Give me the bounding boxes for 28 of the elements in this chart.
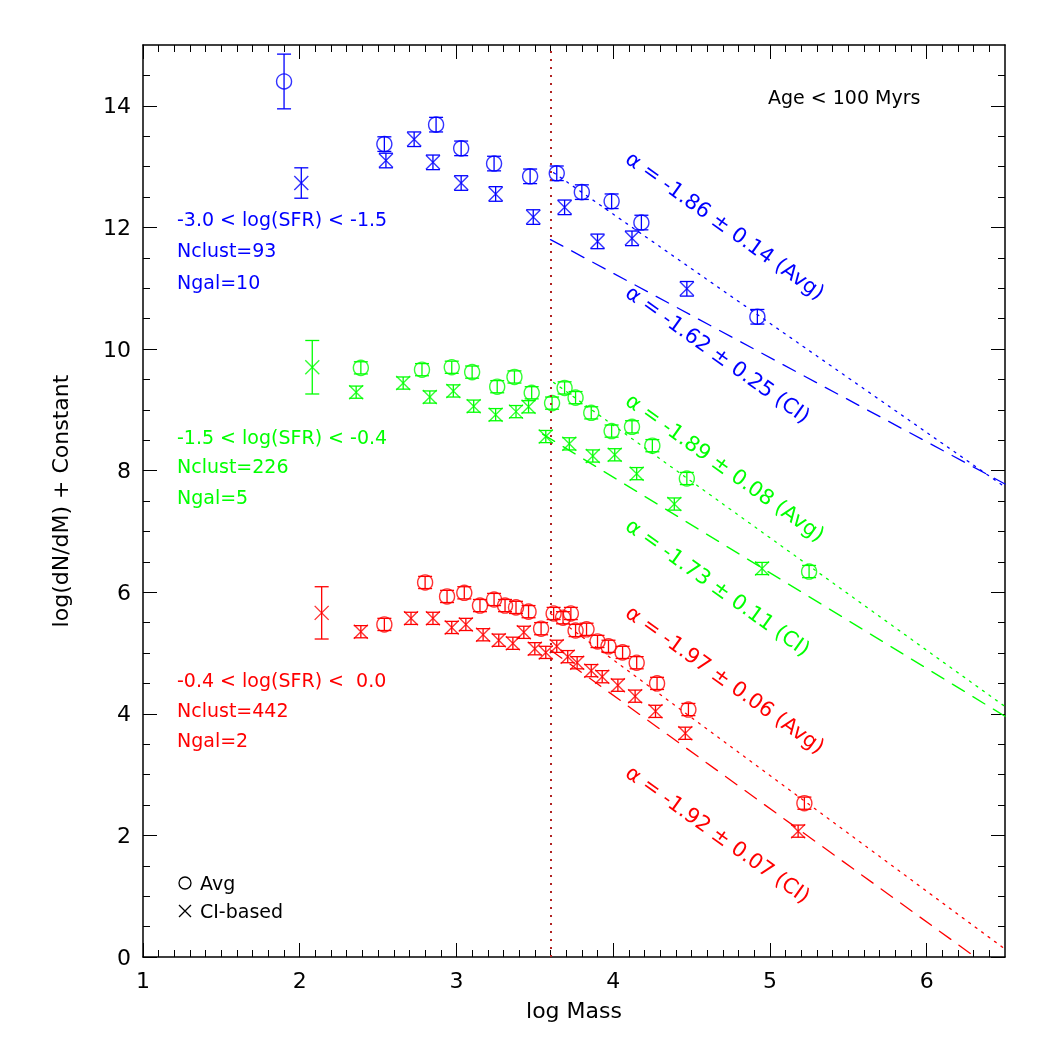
x-tick-label: 4 <box>606 967 621 993</box>
annotation: Nclust=442 <box>177 699 289 721</box>
annotation: Nclust=226 <box>177 455 289 477</box>
x-axis-title: log Mass <box>526 997 622 1023</box>
annotation: Age < 100 Myrs <box>768 86 921 108</box>
y-tick-label: 4 <box>117 701 131 727</box>
y-tick-label: 14 <box>103 93 131 119</box>
y-tick-label: 0 <box>117 944 131 970</box>
x-tick-label: 3 <box>449 967 464 993</box>
x-tick-label: 1 <box>136 967 150 993</box>
annotation: -0.4 < log(SFR) < 0.0 <box>177 669 387 691</box>
y-tick-label: 6 <box>117 579 131 605</box>
annotation: Ngal=2 <box>177 729 249 751</box>
annotation: -3.0 < log(SFR) < -1.5 <box>177 208 388 230</box>
annotation: Avg <box>200 872 236 894</box>
y-axis-title: log(dN/dM) + Constant <box>47 374 73 628</box>
x-tick-label: 2 <box>292 967 307 993</box>
annotation: CI-based <box>200 900 284 922</box>
annotation: Ngal=10 <box>177 271 261 293</box>
annotation: Ngal=5 <box>177 486 249 508</box>
y-tick-label: 2 <box>117 822 131 848</box>
y-tick-label: 8 <box>117 458 131 484</box>
y-tick-label: 12 <box>103 214 131 240</box>
y-tick-label: 10 <box>103 336 131 362</box>
annotation: -1.5 < log(SFR) < -0.4 <box>177 426 388 448</box>
x-tick-label: 5 <box>762 967 777 993</box>
x-tick-label: 6 <box>919 967 934 993</box>
annotation: Nclust=93 <box>177 239 277 261</box>
